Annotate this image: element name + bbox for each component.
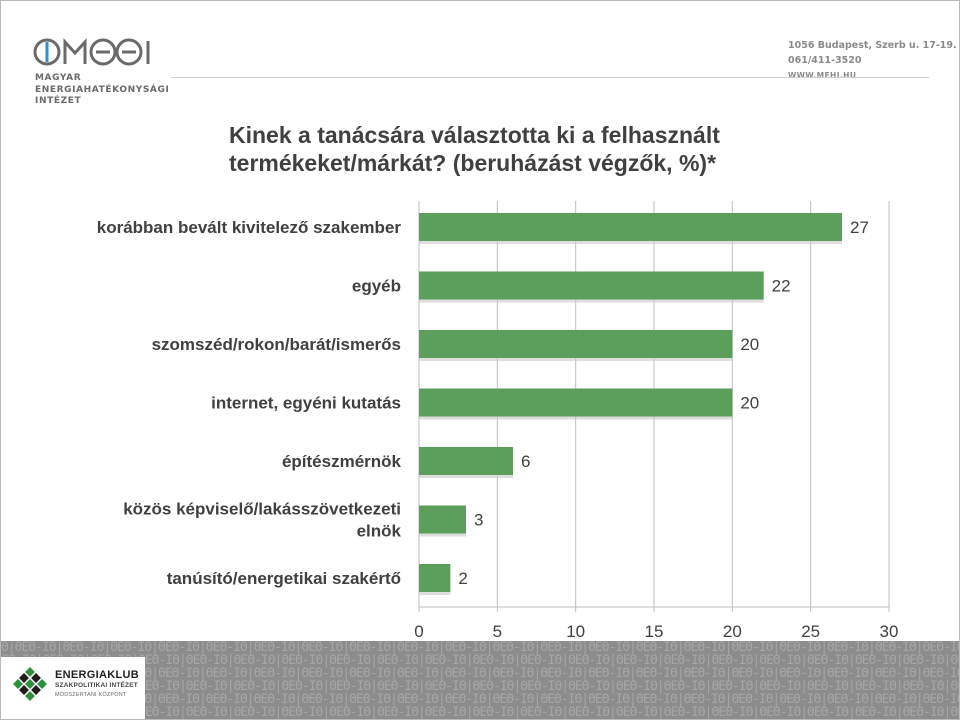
bar [419, 213, 842, 241]
logo-line: ENERGIAHATÉKONYSÁGI [35, 84, 170, 95]
data-label: 6 [521, 452, 530, 471]
bar [419, 505, 466, 534]
brand-subtitle: SZAKPOLITIKAI INTÉZET [55, 682, 138, 689]
category-label: elnök [357, 522, 402, 541]
data-label: 20 [740, 394, 759, 413]
contact-info: 1056 Budapest, Szerb u. 17-19. 061/411-3… [788, 38, 957, 83]
pattern-row: Θ|ΘΕΘ-ΙΘ|ΘΕΘ-ΙΘ|ΘΕΘ-ΙΘ|ΘΕΘ-ΙΘ|ΘΕΘ-ΙΘ|ΘΕΘ… [1, 666, 959, 681]
data-label: 2 [458, 569, 467, 588]
data-label: 22 [772, 277, 791, 296]
energiaklub-logo: ENERGIAKLUB SZAKPOLITIKAI INTÉZET MÓDSZE… [1, 657, 145, 719]
category-label: internet, egyéni kutatás [211, 394, 401, 413]
x-tick-label: 20 [723, 622, 742, 641]
category-label: közös képviselő/lakásszövetkezeti [123, 500, 401, 519]
pattern-row: Θ|ΘΕΘ-ΙΘ|ΘΕΘ-ΙΘ|ΘΕΘ-ΙΘ|ΘΕΘ-ΙΘ|ΘΕΘ-ΙΘ|ΘΕΘ… [1, 705, 959, 719]
bar [419, 330, 733, 358]
footer-band: Θ|ΘΕΘ-ΙΘ|ΘΕΘ-ΙΘ|ΘΕΘ-ΙΘ|ΘΕΘ-ΙΘ|ΘΕΘ-ΙΘ|ΘΕΘ… [1, 641, 959, 719]
mehi-logo-mark-icon [33, 38, 150, 66]
x-tick-label: 5 [493, 622, 502, 641]
logo-line: INTÉZET [35, 96, 82, 106]
data-label: 3 [474, 511, 483, 530]
bar [419, 564, 451, 592]
brand-subtitle: MÓDSZERTANI KÖZPONT [55, 692, 127, 698]
x-tick-label: 0 [414, 622, 423, 641]
category-label: szomszéd/rokon/barát/ismerős [152, 335, 401, 354]
bar [419, 388, 733, 417]
chart-title: Kinek a tanácsára választotta ki a felha… [229, 121, 829, 177]
data-label: 20 [740, 335, 759, 354]
x-tick-label: 15 [645, 622, 664, 641]
bar [419, 271, 764, 300]
chart-title-line: termékeket/márkát? (beruházást végzők, %… [229, 150, 717, 176]
phone: 061/411-3520 [788, 55, 862, 66]
category-label: egyéb [352, 277, 401, 296]
pattern-row: Θ|ΘΕΘ-ΙΘ|ΘΕΘ-ΙΘ|ΘΕΘ-ΙΘ|ΘΕΘ-ΙΘ|ΘΕΘ-ΙΘ|ΘΕΘ… [1, 692, 959, 707]
data-label: 27 [850, 218, 869, 237]
category-label: korábban bevált kivitelező szakember [97, 218, 402, 237]
category-label: építészmérnök [282, 452, 402, 471]
bar [419, 447, 513, 475]
x-tick-label: 10 [566, 622, 585, 641]
energiaklub-mark-icon [13, 667, 47, 701]
category-label: tanúsító/energetikai szakértő [167, 569, 401, 588]
address: 1056 Budapest, Szerb u. 17-19. [788, 40, 957, 51]
chart-title-line: Kinek a tanácsára választotta ki a felha… [229, 122, 720, 148]
pattern-row: Θ|ΘΕΘ-ΙΘ|ΘΕΘ-ΙΘ|ΘΕΘ-ΙΘ|ΘΕΘ-ΙΘ|ΘΕΘ-ΙΘ|ΘΕΘ… [1, 679, 959, 694]
x-tick-label: 25 [801, 622, 820, 641]
pattern-row: Θ|ΘΕΘ-ΙΘ|ΘΕΘ-ΙΘ|ΘΕΘ-ΙΘ|ΘΕΘ-ΙΘ|ΘΕΘ-ΙΘ|ΘΕΘ… [1, 641, 959, 655]
x-tick-label: 30 [880, 622, 899, 641]
header-divider [171, 77, 929, 78]
logo-text: MAGYAR ENERGIAHATÉKONYSÁGI INTÉZET [35, 73, 169, 108]
pattern-row: Θ|ΘΕΘ-ΙΘ|ΘΕΘ-ΙΘ|ΘΕΘ-ΙΘ|ΘΕΘ-ΙΘ|ΘΕΘ-ΙΘ|ΘΕΘ… [1, 653, 959, 668]
website: WWW.MEHI.HU [788, 71, 857, 80]
brand-name: ENERGIAKLUB [55, 669, 139, 681]
mehi-logo: MAGYAR ENERGIAHATÉKONYSÁGI INTÉZET [33, 37, 169, 107]
logo-line: MAGYAR [35, 73, 82, 83]
